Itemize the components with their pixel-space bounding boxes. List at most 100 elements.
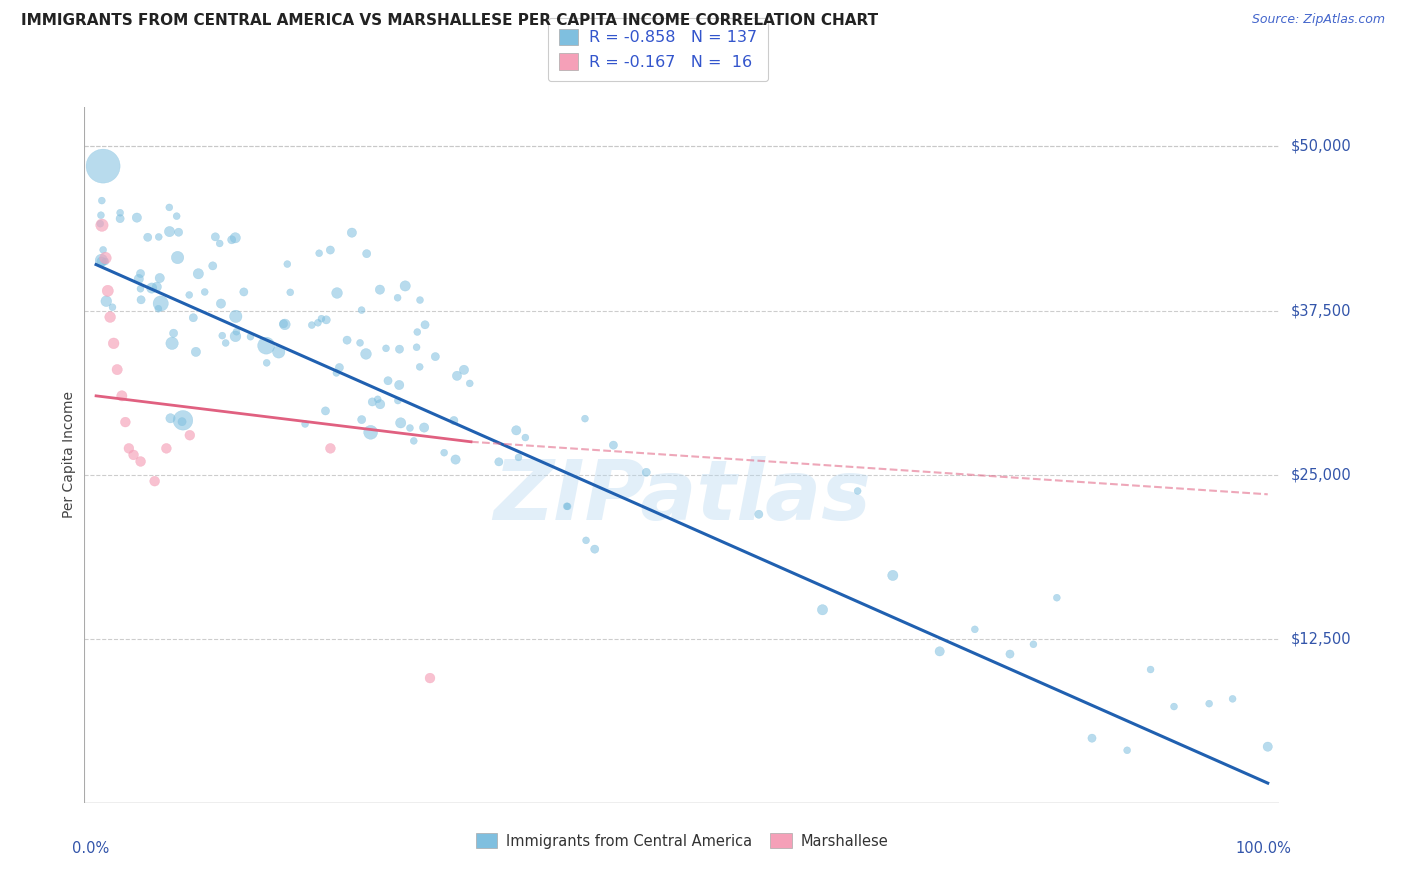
Point — [349, 335, 371, 350]
Point — [444, 452, 467, 467]
Point — [555, 500, 578, 514]
Point — [574, 411, 596, 425]
Point — [254, 338, 277, 352]
Point — [90, 208, 112, 222]
Point — [998, 647, 1021, 661]
Point — [225, 310, 247, 324]
Point — [409, 359, 432, 374]
Point — [94, 251, 117, 265]
Point — [157, 201, 180, 215]
Point — [101, 300, 124, 314]
Point — [1198, 697, 1220, 711]
Point — [294, 417, 316, 431]
Point — [232, 285, 254, 299]
Point — [90, 194, 112, 208]
Point — [811, 603, 834, 617]
Legend: Immigrants from Central America, Marshallese: Immigrants from Central America, Marshal… — [470, 828, 894, 855]
Point — [179, 428, 201, 442]
Point — [118, 442, 141, 456]
Point — [90, 253, 112, 268]
Point — [162, 326, 184, 341]
Point — [129, 267, 152, 281]
Point — [278, 285, 301, 300]
Point — [602, 438, 624, 452]
Point — [360, 425, 382, 440]
Point — [194, 285, 217, 299]
Point — [160, 336, 183, 351]
Point — [89, 217, 111, 231]
Point — [273, 317, 295, 331]
Text: $37,500: $37,500 — [1291, 303, 1351, 318]
Point — [350, 412, 373, 426]
Point — [97, 284, 120, 298]
Point — [367, 392, 389, 407]
Point — [201, 259, 224, 273]
Point — [405, 340, 427, 354]
Point — [963, 623, 986, 637]
Point — [136, 230, 159, 244]
Point — [636, 466, 658, 480]
Point — [172, 413, 194, 427]
Point — [256, 356, 278, 370]
Point — [221, 233, 243, 247]
Point — [159, 411, 181, 425]
Point — [361, 395, 384, 409]
Point — [557, 500, 579, 514]
Point — [94, 254, 117, 268]
Point — [1081, 731, 1104, 746]
Point — [114, 415, 136, 429]
Point — [488, 455, 510, 469]
Point — [91, 159, 114, 173]
Point — [402, 434, 425, 448]
Text: Source: ZipAtlas.com: Source: ZipAtlas.com — [1251, 13, 1385, 27]
Point — [453, 363, 475, 377]
Point — [146, 280, 169, 294]
Point — [167, 225, 190, 239]
Point — [325, 366, 347, 380]
Point — [1116, 743, 1139, 757]
Point — [211, 328, 233, 343]
Point — [443, 413, 465, 427]
Point — [159, 225, 181, 239]
Point — [326, 285, 349, 300]
Point — [377, 374, 399, 388]
Point — [155, 442, 177, 456]
Point — [368, 283, 391, 297]
Point — [458, 376, 481, 391]
Point — [356, 246, 378, 260]
Point — [215, 336, 238, 351]
Point — [166, 251, 188, 265]
Point — [389, 416, 412, 430]
Point — [179, 288, 201, 302]
Point — [129, 454, 152, 468]
Point — [375, 342, 398, 356]
Text: $50,000: $50,000 — [1291, 139, 1351, 154]
Point — [187, 267, 209, 281]
Point — [748, 508, 770, 522]
Point — [208, 236, 231, 251]
Point — [425, 350, 447, 364]
Point — [419, 671, 441, 685]
Point — [340, 226, 363, 240]
Point — [91, 243, 114, 257]
Point — [166, 209, 188, 223]
Point — [111, 389, 134, 403]
Point — [882, 568, 904, 582]
Point — [239, 329, 262, 343]
Point — [224, 231, 246, 245]
Text: ZIPatlas: ZIPatlas — [494, 456, 870, 537]
Point — [267, 345, 290, 359]
Point — [409, 293, 432, 307]
Point — [336, 333, 359, 347]
Point — [108, 211, 131, 226]
Point — [129, 282, 152, 296]
Point — [307, 316, 329, 330]
Point — [413, 420, 436, 434]
Y-axis label: Per Capita Income: Per Capita Income — [62, 392, 76, 518]
Point — [143, 474, 166, 488]
Point — [184, 344, 207, 359]
Point — [149, 296, 172, 310]
Text: 0.0%: 0.0% — [73, 841, 110, 856]
Point — [90, 218, 114, 232]
Point — [433, 445, 456, 459]
